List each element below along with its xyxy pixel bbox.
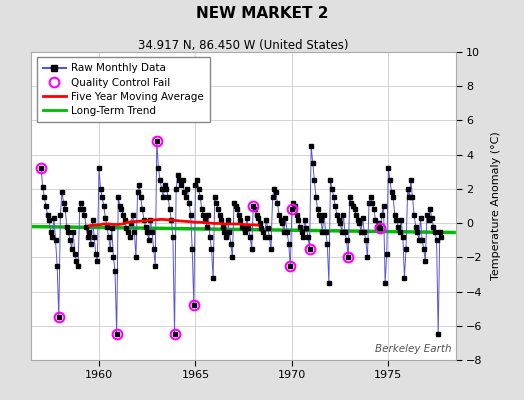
Text: Berkeley Earth: Berkeley Earth (375, 344, 452, 354)
Title: 34.917 N, 86.450 W (United States): 34.917 N, 86.450 W (United States) (138, 39, 349, 52)
Y-axis label: Temperature Anomaly (°C): Temperature Anomaly (°C) (491, 132, 501, 280)
Legend: Raw Monthly Data, Quality Control Fail, Five Year Moving Average, Long-Term Tren: Raw Monthly Data, Quality Control Fail, … (37, 57, 210, 122)
Text: NEW MARKET 2: NEW MARKET 2 (196, 6, 328, 21)
